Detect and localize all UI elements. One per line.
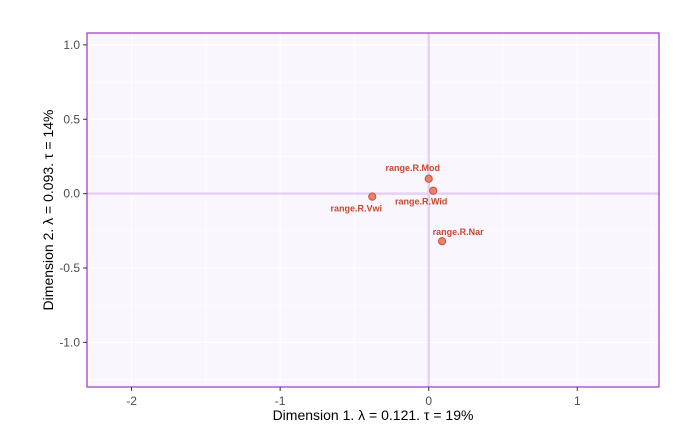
data-point-label: range.R.Vwi [330, 204, 382, 214]
y-tick-label: 1.0 [63, 38, 80, 52]
data-point [429, 186, 438, 195]
x-axis-title: Dimension 1. λ = 0.121. τ = 19% [273, 407, 474, 423]
data-point-label: range.R.Nar [433, 227, 485, 237]
x-tick-label: -2 [126, 394, 137, 408]
data-points: range.R.Mod range.R.Wid range.R.Vwi range.R… [330, 163, 485, 246]
minor-grid [87, 33, 659, 387]
y-tick-label: -1.0 [59, 335, 80, 349]
x-tick-label: 1 [574, 394, 581, 408]
data-point [368, 192, 377, 201]
data-point-label: range.R.Mod [385, 163, 440, 173]
plot-panel-border [86, 32, 660, 388]
x-tick-label: -1 [275, 394, 286, 408]
y-axis: -1.0 -0.5 0.0 0.5 1.0 [59, 38, 87, 349]
y-tick-label: -0.5 [59, 261, 80, 275]
y-tick-label: 0.0 [63, 187, 80, 201]
data-point-label: range.R.Wid [395, 197, 447, 207]
y-axis-title: Dimension 2. λ = 0.093. τ = 14% [40, 110, 56, 311]
x-tick-label: 0 [425, 394, 432, 408]
x-axis: -2 -1 0 1 [126, 387, 581, 408]
plot-panel-background [87, 33, 659, 387]
y-tick-label: 0.5 [63, 112, 80, 126]
data-point [424, 174, 433, 183]
data-point [437, 237, 447, 246]
